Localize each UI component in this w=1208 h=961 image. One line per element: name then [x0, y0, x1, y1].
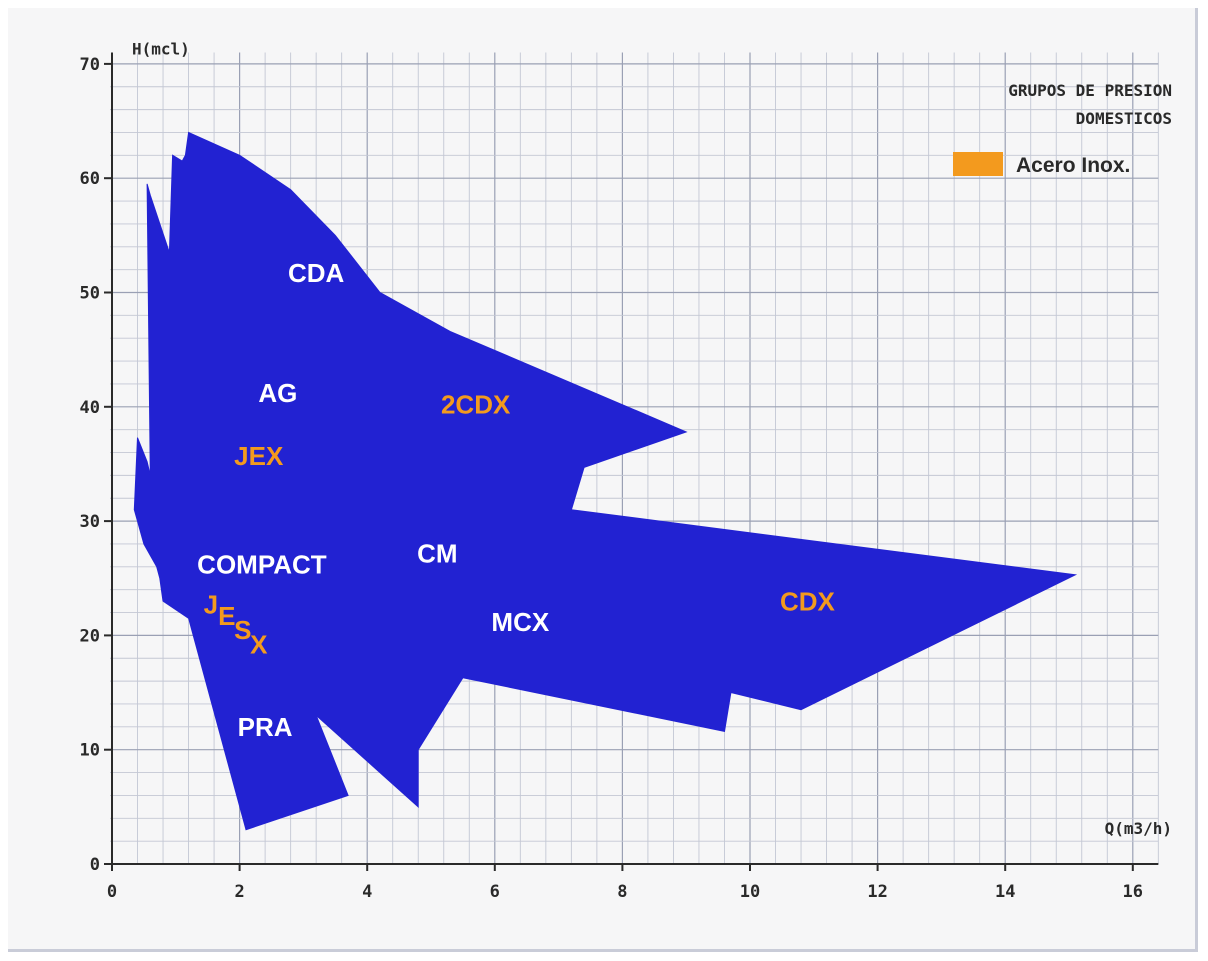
- chart-title: GRUPOS DE PRESION DOMESTICOS: [1008, 81, 1172, 128]
- x-tick-label: 10: [740, 882, 760, 902]
- region-label-jesx-s: S: [234, 615, 251, 645]
- x-axis-label: Q(m3/h): [1105, 819, 1172, 838]
- region-label-compact: COMPACT: [197, 550, 327, 580]
- legend-swatch: [953, 152, 1003, 176]
- region-label-jesx-e: E: [218, 601, 235, 631]
- x-tick-label: 8: [617, 882, 627, 902]
- y-tick-label: 0: [90, 855, 100, 875]
- x-tick-label: 4: [362, 882, 372, 902]
- y-tick-label: 40: [80, 398, 100, 418]
- region-label-cdx: CDX: [780, 586, 836, 616]
- region-label-mcx: MCX: [491, 607, 549, 637]
- y-tick-label: 20: [80, 626, 100, 646]
- y-tick-label: 50: [80, 284, 100, 304]
- region-label-cda: CDA: [288, 258, 345, 288]
- region-label-pra: PRA: [238, 712, 293, 742]
- x-tick-label: 12: [867, 882, 887, 902]
- y-tick-label: 70: [80, 55, 100, 75]
- x-tick-label: 2: [234, 882, 244, 902]
- x-tick-label: 16: [1123, 882, 1143, 902]
- region-label-ag: AG: [258, 378, 297, 408]
- x-tick-label: 6: [490, 882, 500, 902]
- operating-range-polygon: [133, 131, 1078, 831]
- region-labels: CDA AG 2CDX JEX COMPACT CM MCX CDX PRA J ESX: [197, 258, 835, 742]
- axes: [104, 52, 1159, 871]
- tick-labels: 0 2 4 6 8 10 12 14 16 0 10 20 30 40 50 60 70: [80, 55, 1144, 902]
- region-label-jex: JEX: [234, 441, 284, 471]
- region-label-jesx-x: X: [250, 630, 268, 660]
- legend: Acero Inox.: [953, 152, 1130, 177]
- region-label-jesx-j: J: [204, 590, 218, 620]
- y-tick-label: 60: [80, 169, 100, 189]
- axis-labels: H(mcl) Q(m3/h): [132, 39, 1172, 838]
- y-axis-label: H(mcl): [132, 39, 190, 58]
- chart-title-line: GRUPOS DE PRESION: [1008, 81, 1172, 100]
- operating-area: [133, 131, 1078, 831]
- region-label-2cdx: 2CDX: [441, 390, 511, 420]
- legend-label: Acero Inox.: [1016, 154, 1130, 177]
- y-tick-label: 10: [80, 741, 100, 761]
- y-tick-label: 30: [80, 512, 100, 532]
- x-tick-label: 14: [995, 882, 1015, 902]
- chart-title-line: DOMESTICOS: [1076, 109, 1172, 128]
- region-label-cm: CM: [417, 538, 457, 568]
- x-tick-label: 0: [107, 882, 117, 902]
